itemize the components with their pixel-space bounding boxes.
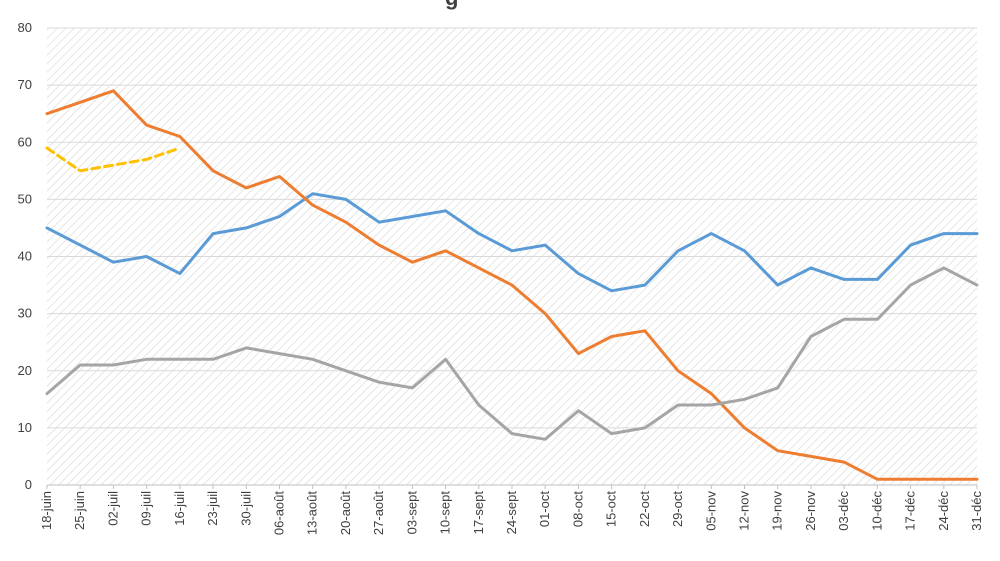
chart-title-fragment: g — [445, 0, 458, 10]
x-tick-label: 29-oct — [670, 491, 685, 528]
x-tick-label: 25-juin — [72, 491, 87, 530]
x-tick-label: 02-juil — [105, 491, 120, 526]
y-tick-label: 0 — [25, 477, 32, 492]
x-tick-label: 03-déc — [836, 491, 851, 531]
x-tick-label: 17-déc — [903, 491, 918, 531]
x-tick-label: 12-nov — [737, 491, 752, 531]
x-tick-label: 27-août — [371, 491, 386, 535]
y-tick-label: 60 — [18, 134, 32, 149]
x-tick-label: 01-oct — [537, 491, 552, 528]
x-tick-label: 10-sept — [438, 491, 453, 535]
y-tick-label: 50 — [18, 191, 32, 206]
x-tick-label: 24-sept — [504, 491, 519, 535]
x-tick-label: 19-nov — [770, 491, 785, 531]
x-tick-label: 06-août — [272, 491, 287, 535]
x-tick-label: 23-juil — [205, 491, 220, 526]
x-tick-label: 15-oct — [604, 491, 619, 528]
x-tick-label: 17-sept — [471, 491, 486, 535]
series-lines — [45, 89, 979, 481]
x-tick-label: 08-oct — [570, 491, 585, 528]
x-tick-label: 30-juil — [238, 491, 253, 526]
series-line-gray — [45, 266, 979, 441]
x-tick-label: 10-déc — [869, 491, 884, 531]
y-tick-label: 70 — [18, 77, 32, 92]
y-tick-label: 80 — [18, 20, 32, 35]
x-tick-label: 20-août — [338, 491, 353, 535]
y-tick-label: 20 — [18, 363, 32, 378]
x-axis: 18-juin 25-juin 02-juil 09-juil 16-juil 23-ju… — [39, 485, 984, 535]
x-tick-label: 16-juil — [172, 491, 187, 526]
x-tick-label: 24-déc — [936, 491, 951, 531]
x-tick-label: 09-juil — [139, 491, 154, 526]
x-tick-label: 26-nov — [803, 491, 818, 531]
x-tick-label: 13-août — [305, 491, 320, 535]
x-tick-label: 18-juin — [39, 491, 54, 530]
y-tick-label: 10 — [18, 420, 32, 435]
series-line-blue — [45, 192, 979, 293]
y-tick-label: 40 — [18, 249, 32, 264]
x-tick-label: 03-sept — [404, 491, 419, 535]
series-line-orange — [45, 89, 979, 481]
x-tick-label: 05-nov — [703, 491, 718, 531]
x-tick-label: 31-déc — [969, 491, 984, 531]
y-tick-label: 30 — [18, 306, 32, 321]
x-tick-label: 22-oct — [637, 491, 652, 528]
series-line-yellow — [45, 146, 182, 173]
y-axis: 0 10 20 30 40 50 60 70 80 — [18, 20, 32, 492]
